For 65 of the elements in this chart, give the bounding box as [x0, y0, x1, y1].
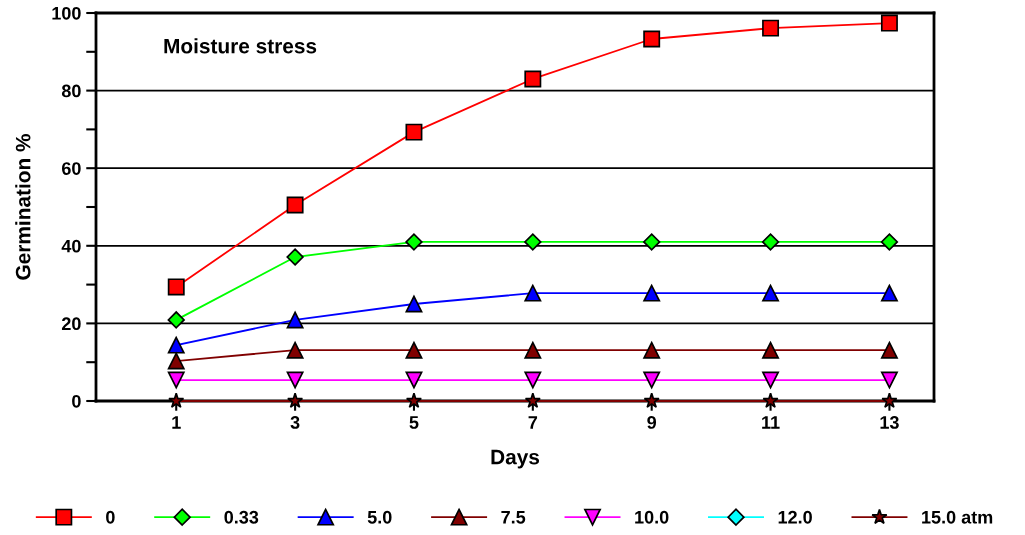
point — [880, 233, 899, 251]
point — [524, 233, 542, 251]
point — [762, 341, 780, 359]
y-tick-label: 100 — [52, 6, 81, 20]
point — [405, 123, 423, 141]
point — [762, 19, 780, 37]
x-tick-label: 7 — [528, 416, 538, 429]
point — [761, 233, 780, 251]
point — [286, 371, 304, 389]
point — [405, 392, 423, 409]
point — [167, 352, 185, 370]
point — [167, 336, 185, 354]
point — [405, 341, 423, 359]
point — [643, 392, 660, 409]
point — [405, 295, 423, 313]
point — [643, 284, 661, 302]
point — [762, 284, 780, 302]
legend-label: 0 — [106, 510, 115, 524]
point — [881, 392, 898, 409]
point — [405, 233, 423, 251]
point — [880, 284, 898, 302]
x-tick-label: 9 — [647, 416, 657, 429]
y-tick-label: 0 — [72, 394, 81, 408]
legend-label: 7.5 — [501, 511, 526, 524]
point — [167, 278, 185, 296]
legend-label: 0.33 — [224, 510, 259, 524]
legend-label: 10.0 — [635, 510, 669, 524]
point — [880, 14, 898, 32]
point — [405, 371, 423, 389]
point — [286, 196, 304, 214]
x-tick-label: 13 — [880, 416, 899, 429]
y-axis-title: Germination % — [15, 134, 31, 280]
point — [880, 371, 898, 389]
point — [286, 392, 304, 409]
point — [643, 30, 661, 48]
point — [643, 371, 661, 389]
point — [524, 70, 542, 88]
x-tick-label: 3 — [290, 416, 300, 429]
point — [762, 392, 779, 409]
point — [643, 233, 661, 251]
annotation: Moisture stress — [164, 38, 317, 54]
legend-label: 15.0 atm — [922, 510, 993, 524]
y-tick-label: 80 — [61, 84, 81, 98]
legend-label: 12.0 — [778, 510, 812, 524]
y-tick-label: 60 — [62, 162, 81, 175]
x-axis-title: Days — [491, 449, 540, 469]
point — [643, 341, 661, 359]
point — [524, 284, 542, 302]
y-tick-label: 40 — [61, 239, 81, 253]
legend-label: 5.0 — [367, 510, 392, 524]
point — [286, 341, 304, 359]
point — [524, 341, 542, 359]
y-tick-label: 20 — [61, 317, 81, 331]
point — [762, 371, 780, 389]
point — [168, 392, 185, 409]
point — [167, 371, 185, 389]
point — [167, 311, 185, 329]
point — [286, 311, 304, 329]
point — [524, 392, 541, 409]
x-tick-label: 1 — [172, 416, 181, 429]
point — [880, 341, 898, 359]
x-tick-label: 11 — [762, 416, 780, 429]
point — [524, 371, 542, 389]
point — [286, 248, 304, 266]
x-tick-label: 5 — [409, 416, 419, 429]
